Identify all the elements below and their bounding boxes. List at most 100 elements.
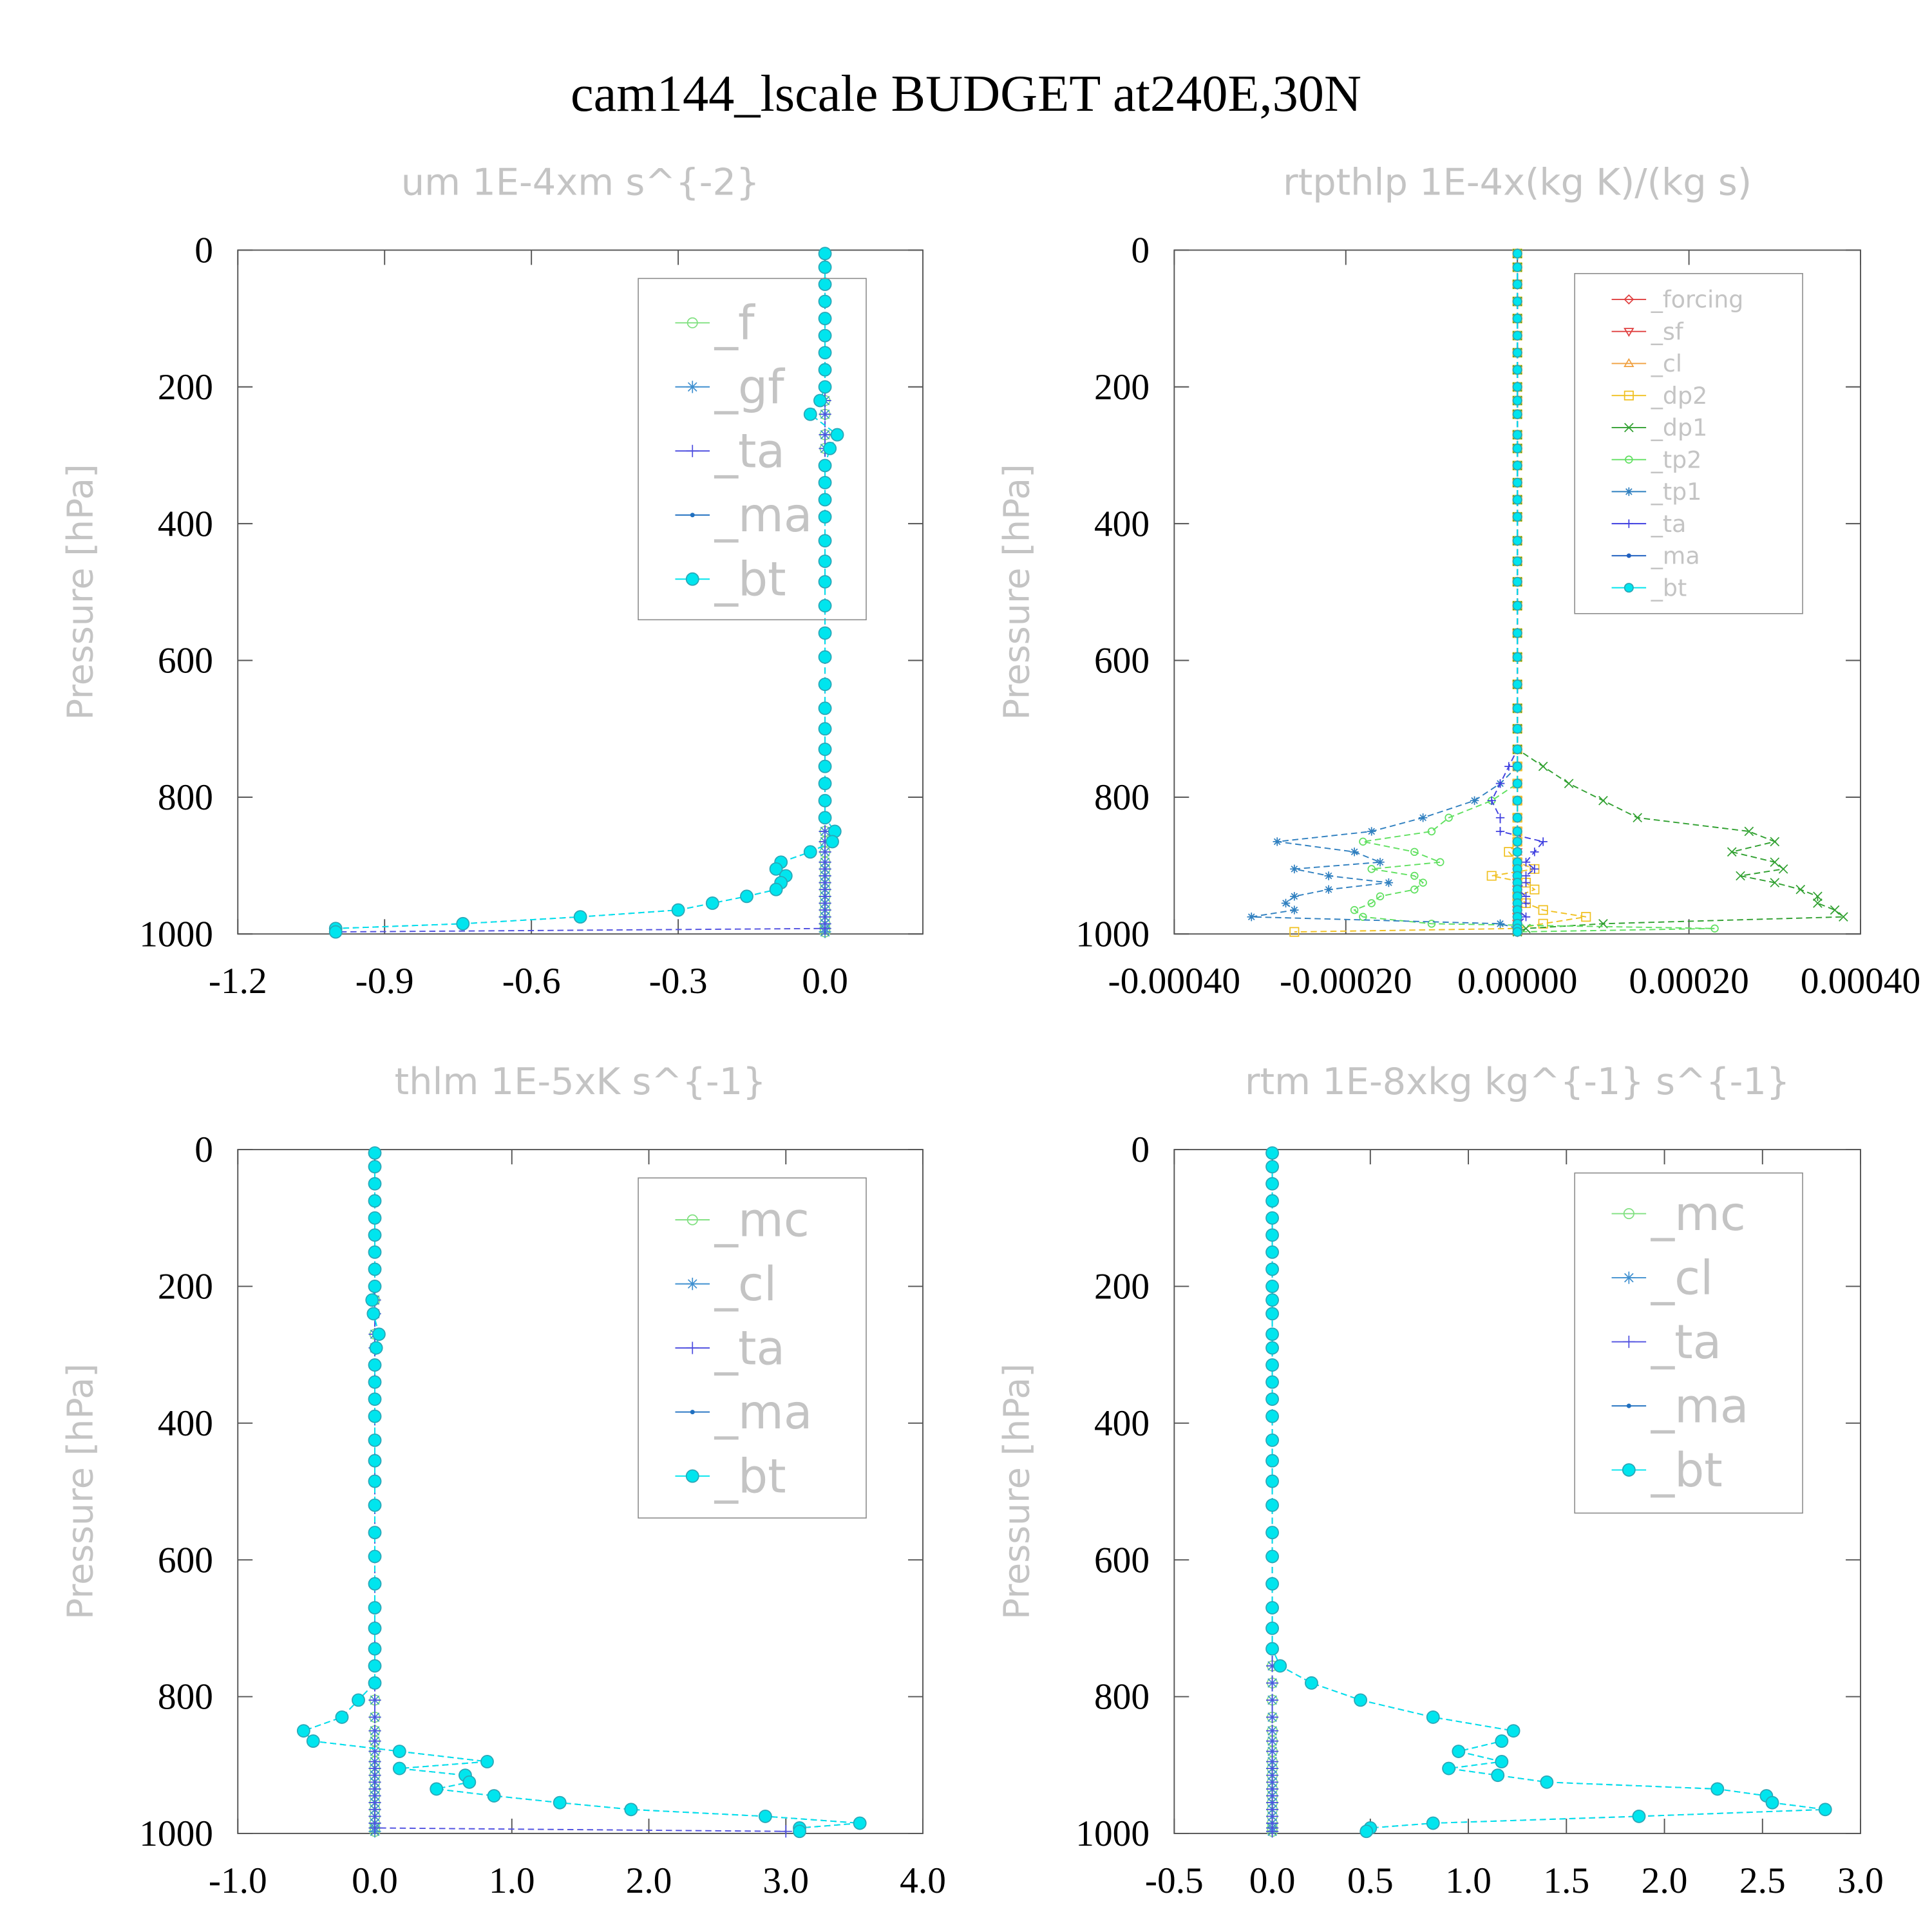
- data-point: [1265, 1549, 1280, 1564]
- legend-label: _sf: [1651, 317, 1684, 345]
- legend-label: _f: [714, 297, 755, 351]
- data-point: [818, 294, 832, 308]
- y-tick-label: 200: [1094, 367, 1150, 408]
- series-line: [1251, 253, 1519, 933]
- panel: rtpthlp 1E-4x(kg K)/(kg s) Pressure [hPa]…: [997, 160, 1921, 1001]
- data-point: [803, 407, 817, 421]
- y-axis-label: Pressure [hPa]: [60, 1363, 101, 1620]
- data-point: [793, 1824, 806, 1839]
- data-point: [1512, 761, 1522, 772]
- data-point: [1265, 1228, 1280, 1242]
- data-point: [1265, 1621, 1280, 1635]
- data-point: [818, 380, 832, 394]
- y-tick-label: 400: [158, 504, 213, 544]
- data-point: [368, 1474, 382, 1488]
- data-point: [818, 811, 832, 825]
- data-point: [740, 889, 753, 904]
- data-point: [1265, 1177, 1280, 1191]
- series-line: [335, 253, 838, 933]
- data-point: [1265, 1280, 1280, 1293]
- data-point: [1521, 898, 1531, 908]
- data-point: [392, 1745, 406, 1758]
- data-point: [1540, 1775, 1554, 1789]
- y-tick-label: 1000: [1075, 1814, 1150, 1854]
- data-point: [1795, 884, 1806, 895]
- data-point: [1512, 927, 1522, 937]
- data-point: [1813, 898, 1823, 908]
- data-point: [1512, 443, 1522, 453]
- data-point: [1512, 314, 1522, 324]
- data-point: [624, 1803, 638, 1817]
- data-point: [1290, 892, 1299, 901]
- data-point: [819, 408, 831, 421]
- data-point: [1495, 813, 1505, 822]
- data-point: [1512, 744, 1522, 755]
- data-point: [1530, 884, 1540, 895]
- legend-marker: [685, 1469, 699, 1483]
- data-point: [1247, 913, 1256, 922]
- data-point: [1512, 395, 1522, 406]
- data-point: [368, 1601, 382, 1615]
- y-tick-label: 0: [194, 1130, 213, 1170]
- x-tick-label: 0.00020: [1629, 961, 1748, 1001]
- data-point: [1506, 1724, 1520, 1738]
- data-point: [1710, 1782, 1725, 1796]
- panel: um 1E-4xm s^{-2} Pressure [hPa] -1.2 -0.9 -0…: [60, 160, 923, 1001]
- legend-marker: [686, 1341, 699, 1354]
- data-point: [1427, 827, 1436, 836]
- data-point: [1486, 871, 1497, 881]
- legend-marker: [1624, 583, 1634, 593]
- data-point: [1265, 1577, 1280, 1591]
- data-point: [1265, 1474, 1280, 1488]
- data-point: [1427, 920, 1436, 928]
- data-point: [487, 1789, 501, 1803]
- plot-frame: [1173, 1149, 1861, 1834]
- data-point: [368, 1177, 382, 1191]
- data-point: [1495, 919, 1505, 929]
- data-point: [1281, 898, 1291, 908]
- legend-marker: [687, 317, 698, 328]
- data-point: [1770, 878, 1780, 887]
- data-point: [819, 428, 831, 441]
- data-point: [1442, 1761, 1456, 1776]
- panel-title: rtpthlp 1E-4x(kg K)/(kg s): [1283, 160, 1752, 204]
- x-tick-label: 3.0: [1837, 1861, 1884, 1901]
- data-point: [1512, 847, 1522, 857]
- data-point: [1367, 827, 1376, 836]
- data-point: [1376, 892, 1385, 901]
- legend-marker: [1624, 519, 1634, 528]
- data-point: [1265, 1409, 1280, 1423]
- data-point: [1632, 1809, 1646, 1823]
- data-point: [1512, 779, 1522, 789]
- data-point: [1538, 761, 1548, 772]
- legend-label: _cl: [1651, 1252, 1714, 1306]
- y-axis-label: Pressure [hPa]: [997, 1363, 1038, 1620]
- data-point: [368, 1659, 382, 1673]
- data-point: [1426, 1816, 1440, 1830]
- data-point: [456, 916, 470, 931]
- data-point: [368, 1194, 382, 1208]
- data-point: [480, 1755, 494, 1768]
- data-point: [818, 626, 832, 640]
- data-point: [368, 1577, 382, 1591]
- data-point: [368, 1433, 382, 1447]
- y-tick-label: 800: [1094, 1677, 1150, 1718]
- data-point: [818, 459, 832, 473]
- x-tick-label: 2.0: [1642, 1861, 1688, 1901]
- data-point: [368, 1694, 381, 1707]
- data-point: [368, 1642, 382, 1656]
- data-point: [769, 862, 783, 876]
- x-tick-label: 0.0: [1249, 1861, 1296, 1901]
- data-point: [1744, 826, 1754, 837]
- x-tick-label: 2.5: [1739, 1861, 1786, 1901]
- y-tick-label: 200: [158, 1267, 213, 1307]
- legend-marker: [1624, 328, 1634, 337]
- data-point: [368, 1549, 382, 1564]
- data-point: [1512, 511, 1522, 522]
- data-point: [818, 574, 832, 589]
- data-point: [1512, 813, 1522, 823]
- legend-label: _dp2: [1651, 382, 1707, 410]
- y-tick-label: 600: [158, 1540, 213, 1580]
- data-point: [328, 925, 343, 939]
- data-point: [1350, 848, 1359, 857]
